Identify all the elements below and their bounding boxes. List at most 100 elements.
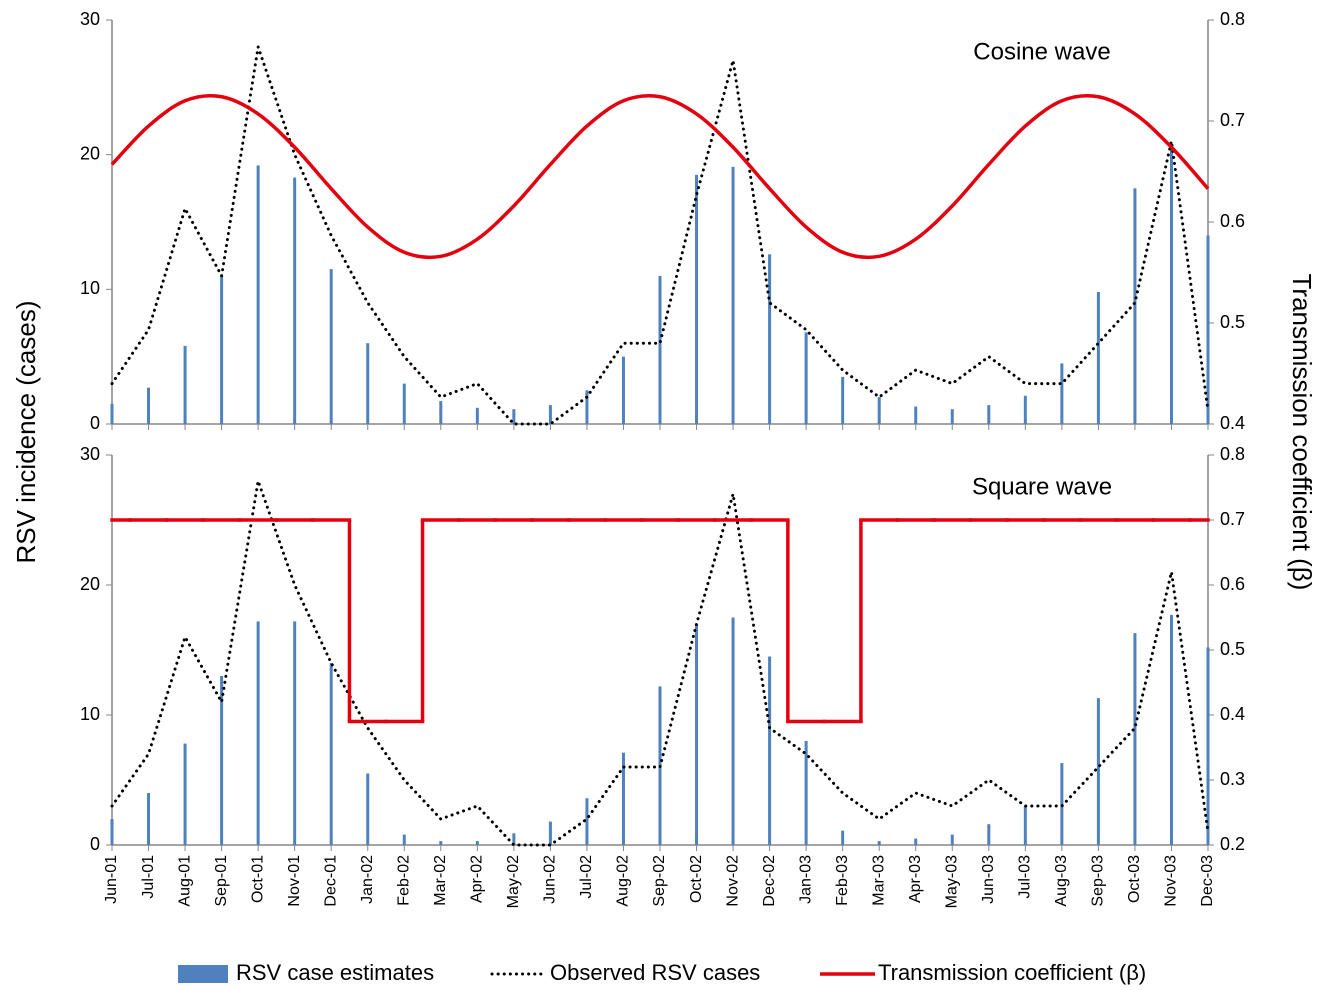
- bar: [731, 166, 735, 424]
- y2-tick-label: 0.4: [1220, 704, 1245, 724]
- y-tick-label: 10: [80, 278, 100, 298]
- y2-tick-label: 0.6: [1220, 574, 1245, 594]
- bar: [1060, 763, 1064, 845]
- bar: [147, 793, 151, 845]
- x-tick-label: Feb-03: [834, 855, 851, 906]
- x-tick-label: Feb-02: [395, 855, 412, 906]
- bar: [512, 409, 516, 424]
- bar: [1023, 395, 1027, 424]
- bar: [621, 356, 625, 424]
- y2-tick-label: 0.6: [1220, 211, 1245, 231]
- x-tick-label: Jun-02: [542, 855, 559, 904]
- y2-tick-label: 0.7: [1220, 509, 1245, 529]
- beta-line: [110, 94, 1210, 260]
- bar: [841, 376, 845, 424]
- bar: [841, 830, 845, 845]
- legend-label: RSV case estimates: [236, 960, 434, 985]
- x-tick-label: Sep-02: [651, 855, 668, 907]
- bar: [914, 406, 918, 424]
- bar: [987, 824, 991, 845]
- x-tick-label: Sep-03: [1090, 855, 1107, 907]
- bar: [950, 834, 954, 845]
- x-tick-label: Oct-02: [688, 855, 705, 903]
- bar: [548, 405, 552, 424]
- panel-title: Square wave: [972, 473, 1112, 500]
- x-tick-label: Jan-02: [359, 855, 376, 904]
- bar: [475, 841, 479, 845]
- bar: [950, 409, 954, 424]
- x-tick-label: Sep-01: [213, 855, 230, 907]
- bar: [220, 676, 224, 845]
- bar: [366, 773, 370, 845]
- x-tick-label: Nov-02: [724, 855, 741, 907]
- y-tick-label: 30: [80, 444, 100, 464]
- bar: [1169, 147, 1173, 424]
- bar: [183, 345, 187, 424]
- bar: [1206, 647, 1210, 845]
- legend-swatch: [178, 965, 228, 983]
- x-tick-label: Aug-01: [176, 855, 193, 907]
- panel-title: Cosine wave: [973, 38, 1110, 65]
- bar: [914, 838, 918, 845]
- bar: [366, 343, 370, 424]
- bar: [804, 332, 808, 424]
- x-tick-label: Aug-03: [1053, 855, 1070, 907]
- y2-tick-label: 0.8: [1220, 444, 1245, 464]
- y2-tick-label: 0.8: [1220, 9, 1245, 29]
- bar: [256, 621, 260, 845]
- y2-tick-label: 0.5: [1220, 639, 1245, 659]
- bar: [987, 405, 991, 424]
- bar: [402, 834, 406, 845]
- bar: [110, 403, 114, 424]
- y2-tick-label: 0.3: [1220, 769, 1245, 789]
- y2-axis-label: Transmission coefficient (β): [1287, 274, 1317, 591]
- y2-tick-label: 0.2: [1220, 834, 1245, 854]
- x-tick-label: Oct-03: [1126, 855, 1143, 903]
- bar: [585, 390, 589, 424]
- y-axis-label: RSV incidence (cases): [11, 301, 41, 564]
- bar: [110, 819, 114, 845]
- bar: [548, 821, 552, 845]
- bar: [256, 165, 260, 424]
- x-tick-label: Apr-02: [469, 855, 486, 903]
- bar: [1096, 292, 1100, 424]
- x-tick-label: Apr-03: [907, 855, 924, 903]
- bar: [768, 254, 772, 424]
- x-tick-label: Jan-03: [797, 855, 814, 904]
- bar: [877, 841, 881, 845]
- x-tick-label: Jun-03: [980, 855, 997, 904]
- bar: [1206, 235, 1210, 424]
- y-tick-label: 30: [80, 9, 100, 29]
- bar: [1023, 806, 1027, 845]
- bar: [1096, 698, 1100, 845]
- bar: [731, 617, 735, 845]
- bar: [695, 624, 699, 845]
- x-tick-label: Nov-03: [1163, 855, 1180, 907]
- x-tick-label: Jul-03: [1017, 855, 1034, 899]
- bar: [512, 833, 516, 845]
- bar: [1133, 188, 1137, 424]
- x-tick-label: May-02: [505, 855, 522, 908]
- x-tick-label: Jun-01: [103, 855, 120, 904]
- bar: [147, 387, 151, 424]
- bar: [439, 401, 443, 424]
- x-tick-label: Oct-01: [249, 855, 266, 903]
- y-tick-label: 0: [90, 413, 100, 433]
- x-tick-label: Nov-01: [286, 855, 303, 907]
- x-tick-label: Jul-01: [140, 855, 157, 899]
- x-tick-label: Dec-02: [761, 855, 778, 907]
- bar: [1133, 633, 1137, 845]
- legend-label: Observed RSV cases: [550, 960, 760, 985]
- bar: [1060, 363, 1064, 424]
- bar: [658, 275, 662, 424]
- legend-label: Transmission coefficient (β): [878, 960, 1146, 985]
- bar: [402, 383, 406, 424]
- bar: [439, 841, 443, 845]
- y-tick-label: 10: [80, 704, 100, 724]
- bar: [585, 798, 589, 845]
- bar: [183, 743, 187, 845]
- x-tick-label: Dec-01: [322, 855, 339, 907]
- x-tick-label: Jul-02: [578, 855, 595, 899]
- y2-tick-label: 0.4: [1220, 413, 1245, 433]
- y-tick-label: 20: [80, 574, 100, 594]
